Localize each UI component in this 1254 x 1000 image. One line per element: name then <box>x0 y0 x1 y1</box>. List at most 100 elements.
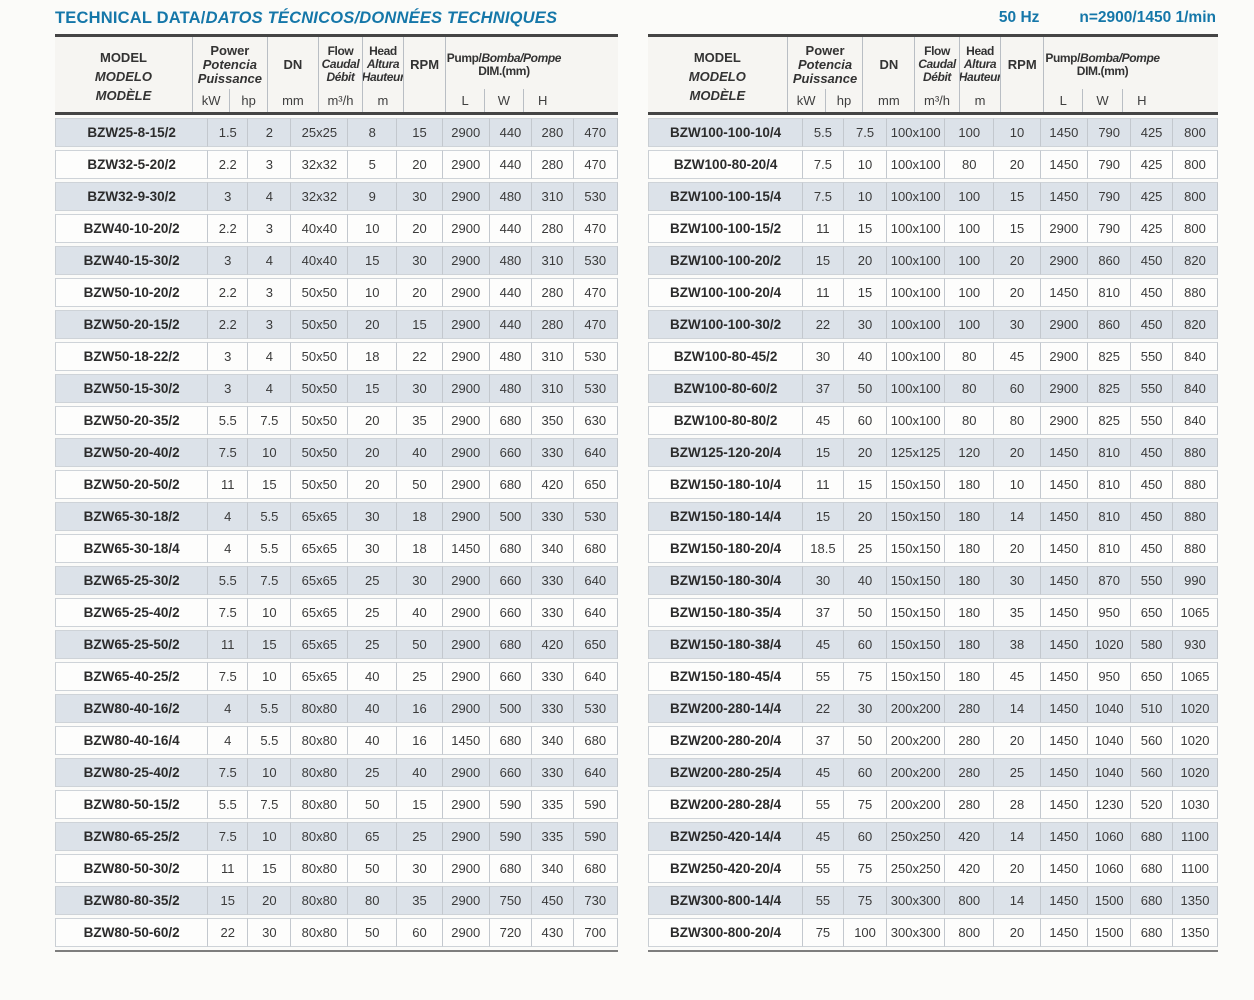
header-head-es: Altura <box>366 57 400 71</box>
value-cell: 25 <box>348 630 398 659</box>
value-cell: 30 <box>803 342 844 371</box>
value-cell: 45 <box>803 758 844 787</box>
page-title: TECHNICAL DATA/DATOS TÉCNICOS/DONNÉES TE… <box>55 9 557 28</box>
value-cell: 800 <box>1172 182 1218 211</box>
value-cell: 480 <box>489 342 533 371</box>
value-cell: 45 <box>803 406 844 435</box>
value-cell: 450 <box>1131 310 1173 339</box>
value-cell: 30 <box>397 854 443 883</box>
value-cell: 640 <box>573 758 618 787</box>
table-row: BZW40-15-30/2 3 4 40x40 15 30 2900 480 310 530 <box>55 246 618 275</box>
table-row: BZW80-25-40/2 7.5 10 80x80 25 40 2900 660 330 640 <box>55 758 618 787</box>
value-cell: 18.5 <box>803 534 844 563</box>
value-cell: 80 <box>945 406 995 435</box>
model-cell: BZW100-100-15/2 <box>648 214 804 243</box>
value-cell: 4 <box>208 726 249 755</box>
value-cell: 280 <box>945 758 995 787</box>
header-dn-label: DN <box>879 56 899 72</box>
table-row: BZW150-180-45/4 55 75 150x150 180 45 1450 950 65… <box>648 662 1218 691</box>
value-cell: 790 <box>1088 150 1132 179</box>
value-cell: 100 <box>945 118 995 147</box>
header-power-es: Potencia <box>797 56 853 72</box>
value-cell: 45 <box>803 822 844 851</box>
value-cell: 55 <box>803 854 844 883</box>
value-cell: 2900 <box>442 246 490 275</box>
value-cell: 530 <box>573 342 618 371</box>
value-cell: 15 <box>208 886 249 915</box>
value-cell: 15 <box>248 630 292 659</box>
value-cell: 530 <box>573 182 618 211</box>
value-cell: 680 <box>573 854 618 883</box>
table-row: BZW65-30-18/2 4 5.5 65x65 30 18 2900 500 330 530 <box>55 502 618 531</box>
value-cell: 20 <box>994 150 1041 179</box>
value-cell: 1450 <box>1040 662 1089 691</box>
value-cell: 590 <box>573 822 618 851</box>
value-cell: 40 <box>348 694 398 723</box>
table-row: BZW80-80-35/2 15 20 80x80 80 35 2900 750 450 730 <box>55 886 618 915</box>
value-cell: 80x80 <box>291 758 349 787</box>
header-head: Head Altura Hauteur m <box>960 37 1002 112</box>
value-cell: 4 <box>248 246 292 275</box>
value-cell: 10 <box>994 118 1041 147</box>
value-cell: 80x80 <box>291 694 349 723</box>
value-cell: 11 <box>803 278 844 307</box>
table-row: BZW300-800-20/4 75 100 300x300 800 20 1450 1500… <box>648 918 1218 947</box>
value-cell: 1450 <box>1040 150 1089 179</box>
value-cell: 15 <box>397 118 443 147</box>
right-data-grid: BZW100-100-10/4 5.5 7.5 100x100 100 10 1450 790… <box>648 115 1218 950</box>
value-cell: 7.5 <box>248 406 292 435</box>
value-cell: 1230 <box>1088 790 1132 819</box>
value-cell: 2.2 <box>208 214 249 243</box>
value-cell: 50 <box>843 374 888 403</box>
model-cell: BZW80-40-16/4 <box>55 726 209 755</box>
header-model: MODEL MODELO MODÈLE <box>648 37 788 112</box>
header-flow-es: Caudal <box>918 57 956 71</box>
table-row: BZW250-420-20/4 55 75 250x250 420 20 1450 1060 6… <box>648 854 1218 883</box>
value-cell: 880 <box>1172 470 1218 499</box>
table-row: BZW150-180-10/4 11 15 150x150 180 10 1450 810 45… <box>648 470 1218 499</box>
value-cell: 37 <box>803 598 844 627</box>
value-cell: 300x300 <box>887 918 946 947</box>
value-cell: 2900 <box>442 342 490 371</box>
value-cell: 180 <box>945 502 995 531</box>
value-cell: 50 <box>397 470 443 499</box>
value-cell: 2900 <box>442 758 490 787</box>
value-cell: 150x150 <box>887 534 946 563</box>
model-cell: BZW300-800-20/4 <box>648 918 804 947</box>
value-cell: 550 <box>1131 406 1173 435</box>
value-cell: 65x65 <box>291 662 349 691</box>
value-cell: 500 <box>489 502 533 531</box>
value-cell: 40 <box>348 726 398 755</box>
table-row: BZW80-40-16/2 4 5.5 80x80 40 16 2900 500 330 530 <box>55 694 618 723</box>
model-cell: BZW250-420-20/4 <box>648 854 804 883</box>
value-cell: 100x100 <box>887 342 946 371</box>
value-cell: 50 <box>397 630 443 659</box>
header-rpm: RPM <box>404 37 447 112</box>
value-cell: 2900 <box>442 214 490 243</box>
value-cell: 880 <box>1172 438 1218 467</box>
value-cell: 2900 <box>1040 406 1089 435</box>
value-cell: 5.5 <box>248 726 292 755</box>
value-cell: 100 <box>945 310 995 339</box>
unit-dn: mm <box>282 93 304 108</box>
header-pump-en: Pump/ <box>446 50 482 65</box>
value-cell: 1450 <box>1040 886 1089 915</box>
value-cell: 100x100 <box>887 374 946 403</box>
value-cell: 2900 <box>442 630 490 659</box>
value-cell: 530 <box>573 374 618 403</box>
value-cell: 25x25 <box>291 118 349 147</box>
header-dn: DN mm <box>268 37 320 112</box>
value-cell: 50 <box>348 854 398 883</box>
value-cell: 1020 <box>1172 758 1218 787</box>
value-cell: 80x80 <box>291 726 349 755</box>
value-cell: 1450 <box>1040 822 1089 851</box>
model-cell: BZW25-8-15/2 <box>55 118 209 147</box>
value-cell: 330 <box>532 662 574 691</box>
value-cell: 200x200 <box>887 790 946 819</box>
value-cell: 60 <box>843 758 888 787</box>
value-cell: 30 <box>994 566 1041 595</box>
value-cell: 55 <box>803 886 844 915</box>
value-cell: 2900 <box>1040 246 1089 275</box>
value-cell: 2900 <box>442 566 490 595</box>
value-cell: 7.5 <box>803 150 844 179</box>
